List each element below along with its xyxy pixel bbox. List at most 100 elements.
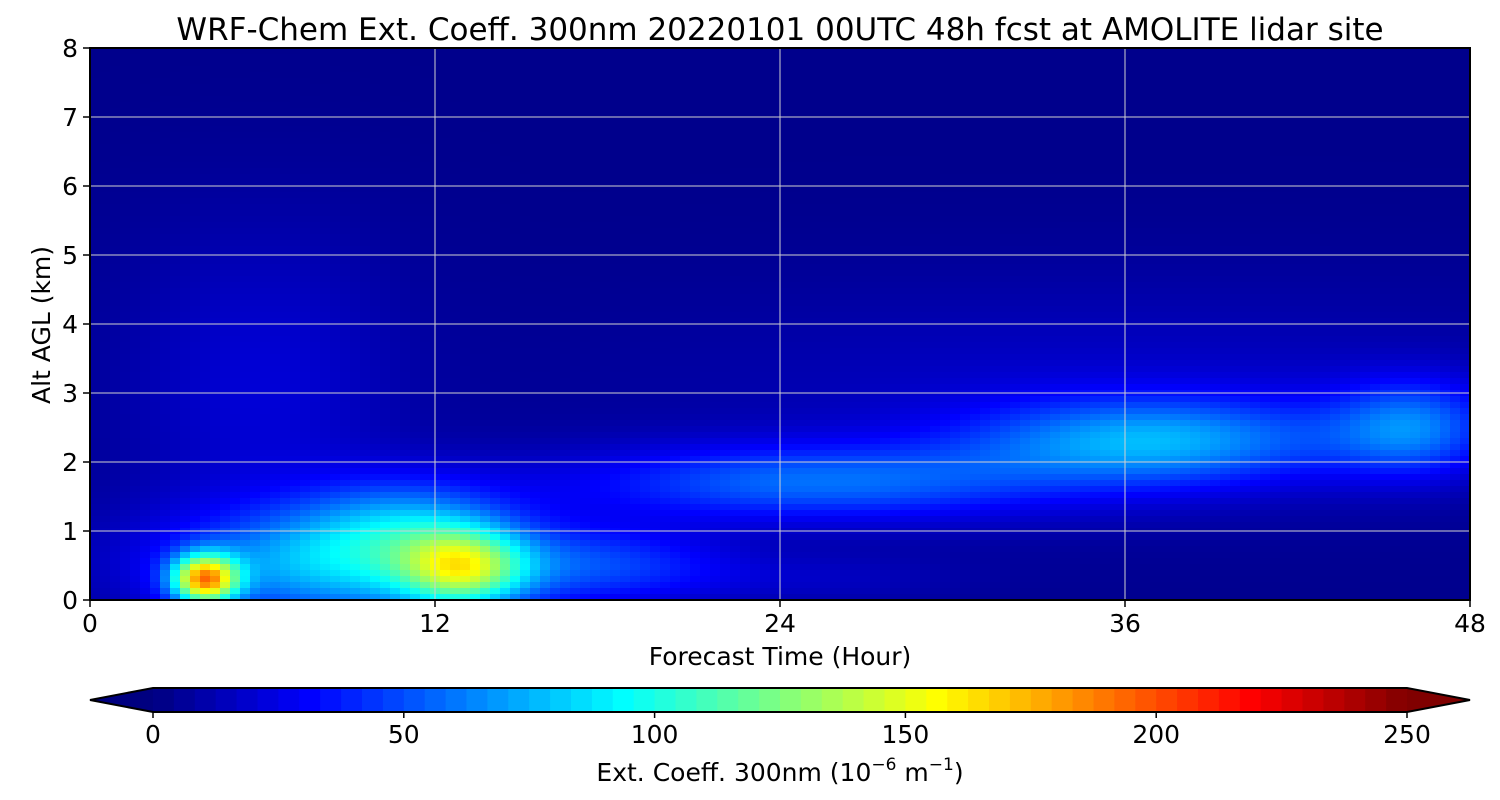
heatmap-cell	[610, 216, 621, 223]
heatmap-cell	[590, 240, 601, 247]
heatmap-cell	[1400, 210, 1411, 217]
heatmap-cell	[670, 150, 681, 157]
heatmap-cell	[1010, 228, 1021, 235]
heatmap-cell	[1160, 174, 1171, 181]
heatmap-cell	[990, 198, 1001, 205]
heatmap-cell	[960, 240, 971, 247]
heatmap-cell	[1270, 186, 1281, 193]
heatmap-cell	[390, 258, 401, 265]
heatmap-cell	[1040, 102, 1051, 109]
heatmap-cell	[880, 84, 891, 91]
heatmap-cell	[220, 150, 231, 157]
heatmap-cell	[760, 180, 771, 187]
heatmap-cell	[340, 144, 351, 151]
heatmap-cell	[1140, 240, 1151, 247]
heatmap-cell	[1390, 258, 1401, 265]
heatmap-cell	[280, 192, 291, 199]
heatmap-cell	[580, 186, 591, 193]
heatmap-cell	[520, 72, 531, 79]
heatmap-cell	[740, 150, 751, 157]
heatmap-cell	[1380, 258, 1391, 265]
heatmap-cell	[350, 234, 361, 241]
heatmap-cell	[1320, 48, 1331, 55]
heatmap-cell	[640, 72, 651, 79]
heatmap-cell	[1450, 156, 1461, 163]
heatmap-cell	[170, 192, 181, 199]
heatmap-cell	[1310, 222, 1321, 229]
heatmap-cell	[1090, 234, 1101, 241]
heatmap-cell	[170, 54, 181, 61]
heatmap-cell	[710, 192, 721, 199]
heatmap-cell	[180, 126, 191, 133]
heatmap-cell	[670, 156, 681, 163]
heatmap-cell	[620, 186, 631, 193]
heatmap-cell	[350, 222, 361, 229]
heatmap-cell	[180, 120, 191, 127]
heatmap-cell	[470, 168, 481, 175]
heatmap-cell	[1320, 72, 1331, 79]
heatmap-cell	[190, 240, 201, 247]
heatmap-cell	[570, 234, 581, 241]
heatmap-cell	[330, 102, 341, 109]
heatmap-cell	[520, 102, 531, 109]
heatmap-cell	[310, 96, 321, 103]
heatmap-cell	[770, 186, 781, 193]
heatmap-cell	[1310, 180, 1321, 187]
heatmap-cell	[130, 222, 141, 229]
heatmap-cell	[1210, 162, 1221, 169]
heatmap-cell	[690, 234, 701, 241]
heatmap-cell	[1060, 90, 1071, 97]
heatmap-cell	[1100, 138, 1111, 145]
heatmap-cell	[670, 144, 681, 151]
heatmap-cell	[590, 84, 601, 91]
heatmap-cell	[1070, 162, 1081, 169]
heatmap-cell	[190, 180, 201, 187]
heatmap-cell	[110, 150, 121, 157]
heatmap-cell	[1450, 96, 1461, 103]
heatmap-cell	[880, 156, 891, 163]
heatmap-cell	[780, 240, 791, 247]
heatmap-cell	[1390, 192, 1401, 199]
heatmap-cell	[150, 150, 161, 157]
heatmap-cell	[1000, 60, 1011, 67]
heatmap-cell	[100, 84, 111, 91]
heatmap-cell	[1090, 132, 1101, 139]
heatmap-cell	[1140, 144, 1151, 151]
heatmap-cell	[950, 246, 961, 253]
heatmap-cell	[1030, 180, 1041, 187]
heatmap-cell	[740, 186, 751, 193]
heatmap-cell	[540, 240, 551, 247]
heatmap-cell	[1230, 72, 1241, 79]
heatmap-cell	[280, 66, 291, 73]
heatmap-cell	[450, 258, 461, 265]
heatmap-cell	[1380, 60, 1391, 67]
heatmap-cell	[480, 246, 491, 253]
heatmap-cell	[1320, 186, 1331, 193]
heatmap-cell	[270, 126, 281, 133]
heatmap-cell	[930, 54, 941, 61]
heatmap-cell	[710, 138, 721, 145]
heatmap-cell	[240, 228, 251, 235]
heatmap-cell	[780, 102, 791, 109]
heatmap-cell	[750, 72, 761, 79]
heatmap-cell	[490, 162, 501, 169]
heatmap-cell	[760, 96, 771, 103]
heatmap-cell	[820, 60, 831, 67]
heatmap-cell	[790, 72, 801, 79]
heatmap-cell	[890, 138, 901, 145]
heatmap-cell	[210, 264, 221, 271]
heatmap-cell	[890, 156, 901, 163]
heatmap-cell	[460, 240, 471, 247]
heatmap-cell	[620, 108, 631, 115]
heatmap-cell	[280, 48, 291, 55]
heatmap-cell	[790, 156, 801, 163]
heatmap-cell	[700, 108, 711, 115]
heatmap-cell	[1050, 222, 1061, 229]
heatmap-cell	[150, 204, 161, 211]
heatmap-cell	[820, 246, 831, 253]
heatmap-cell	[910, 234, 921, 241]
heatmap-cell	[810, 168, 821, 175]
heatmap-cell	[100, 216, 111, 223]
heatmap-cell	[240, 132, 251, 139]
heatmap-cell	[360, 210, 371, 217]
